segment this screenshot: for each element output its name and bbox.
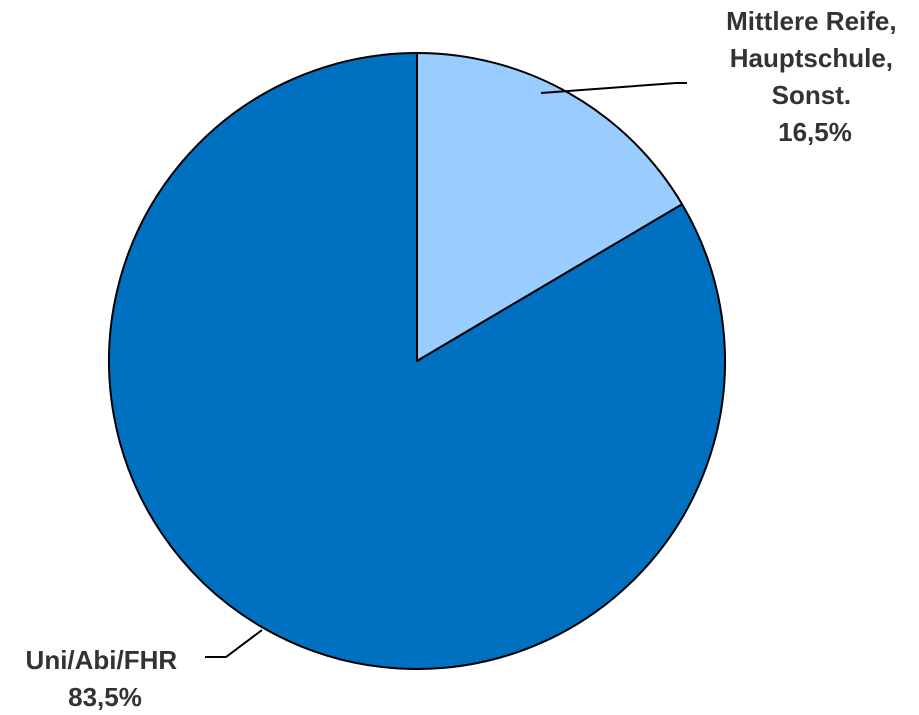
- slice-0-label-line-3: Sonst.: [772, 80, 851, 110]
- slice-0-label-line-1: Mittlere Reife,: [726, 6, 897, 36]
- pie-slice-1: [108, 52, 726, 670]
- pie-slice-0: [416, 52, 684, 362]
- slice-0-label: Mittlere Reife, Hauptschule, Sonst. 16,5…: [726, 6, 904, 147]
- leader-line-slice-1: [205, 629, 263, 658]
- slice-0-value-label: 16,5%: [778, 117, 852, 147]
- slice-1-label: Uni/Abi/FHR 83,5%: [26, 645, 185, 712]
- slice-0-label-line-2: Hauptschule,: [730, 43, 893, 73]
- slice-1-label-line-1: Uni/Abi/FHR: [26, 645, 178, 675]
- leader-line-slice-0: [540, 82, 687, 94]
- pie-slices: [108, 52, 726, 670]
- slice-1-value-label: 83,5%: [68, 682, 142, 712]
